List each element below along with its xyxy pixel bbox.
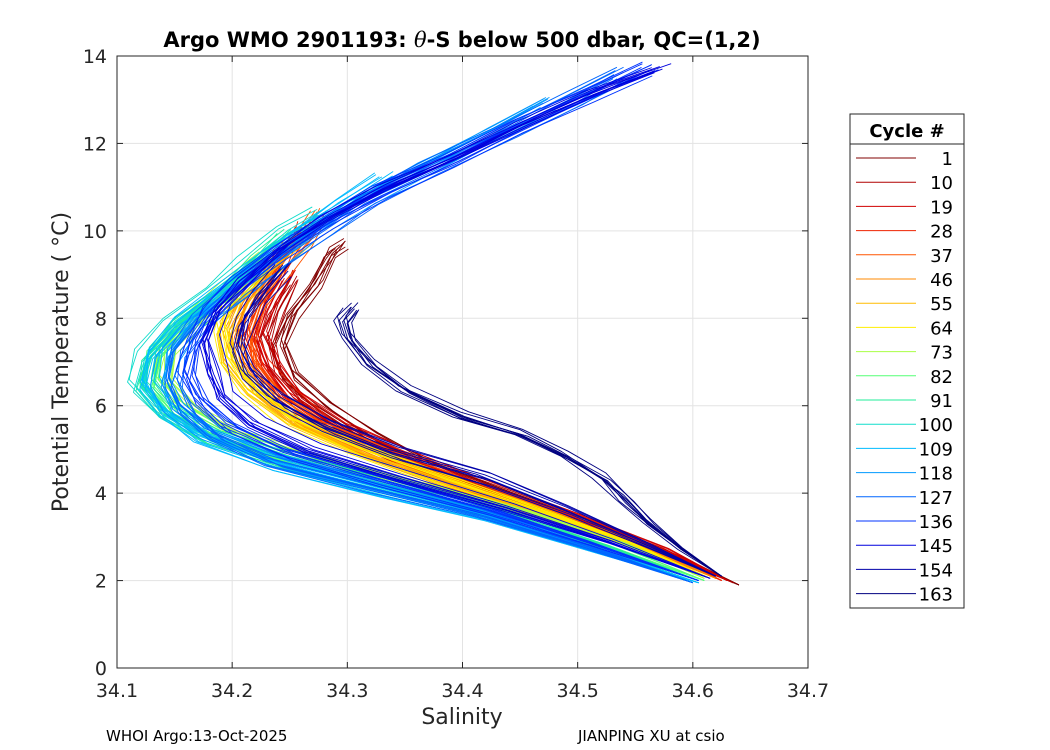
profile-line <box>201 70 711 579</box>
legend-label: 127 <box>919 488 953 509</box>
x-tick-label: 34.5 <box>557 680 599 702</box>
profile-line <box>202 67 711 579</box>
legend-label: 28 <box>930 222 953 243</box>
legend: Cycle # 1 10 19 28 37 46 55 64 73 82 91 100 109 118 12… <box>849 113 965 609</box>
profile-line <box>181 79 693 584</box>
profile-line <box>186 72 699 581</box>
x-tick-label: 34.7 <box>787 680 829 702</box>
y-tick-label: 6 <box>95 396 107 418</box>
y-axis-label: Potential Temperature ( °C) <box>49 212 74 512</box>
legend-label: 163 <box>919 585 953 606</box>
x-tick-label: 34.1 <box>96 680 138 702</box>
profile-line <box>235 268 717 577</box>
series-154 <box>229 262 717 577</box>
legend-label: 46 <box>930 270 953 291</box>
chart-title-prefix: Argo WMO 2901193: <box>163 28 414 52</box>
series-163 <box>333 302 722 577</box>
profile-line <box>346 309 722 577</box>
x-tick-label: 34.6 <box>672 680 714 702</box>
legend-label: 10 <box>930 173 953 194</box>
legend-label: 55 <box>930 294 953 315</box>
x-tick-label: 34.3 <box>326 680 368 702</box>
legend-label: 109 <box>919 439 953 460</box>
y-tick-label: 12 <box>83 133 107 155</box>
legend-label: 19 <box>930 197 953 218</box>
profile-line <box>243 263 717 577</box>
legend-label: 118 <box>919 464 953 485</box>
profile-line <box>347 310 722 577</box>
chart-title: Argo WMO 2901193: θ-S below 500 dbar, QC… <box>163 28 760 52</box>
profile-line <box>351 309 722 577</box>
chart-title-theta: θ <box>414 28 427 52</box>
y-tick-label: 2 <box>95 571 107 593</box>
y-tick-label: 4 <box>95 483 107 505</box>
profile-line <box>343 306 722 577</box>
profile-line <box>166 74 693 584</box>
profile-line <box>175 63 699 581</box>
profile-line <box>255 221 722 581</box>
legend-label: 100 <box>919 415 953 436</box>
profile-line <box>204 71 711 579</box>
legend-label: 136 <box>919 512 953 533</box>
legend-label: 91 <box>930 391 953 412</box>
legend-label: 154 <box>919 560 953 581</box>
profile-line <box>336 302 722 577</box>
footer-right: JIANPING XU at csio <box>577 727 725 745</box>
y-tick-label: 14 <box>83 46 107 68</box>
legend-box <box>849 113 965 609</box>
legend-label: 145 <box>919 536 953 557</box>
legend-label: 64 <box>930 318 953 339</box>
footer-left: WHOI Argo:13-Oct-2025 <box>106 727 287 745</box>
legend-label: 73 <box>930 343 953 364</box>
legend-title: Cycle # <box>869 121 944 142</box>
x-axis-label: Salinity <box>421 705 502 730</box>
profile-line <box>223 265 711 579</box>
x-tick-label: 34.2 <box>211 680 253 702</box>
series-145 <box>198 63 711 579</box>
axis-ticks: 34.1 34.2 34.3 34.4 34.5 34.6 34.7 0 2 4 6 8 10 12 14 <box>83 46 829 702</box>
y-tick-label: 10 <box>83 221 107 243</box>
profile-line <box>237 264 717 577</box>
legend-label: 37 <box>930 246 953 267</box>
profile-line <box>198 72 711 579</box>
profile-line <box>242 276 717 577</box>
profile-line <box>170 78 693 584</box>
y-tick-label: 8 <box>95 308 107 330</box>
series-layer <box>127 61 740 586</box>
x-tick-label: 34.4 <box>441 680 483 702</box>
chart-title-suffix: -S below 500 dbar, QC=(1,2) <box>427 28 761 52</box>
y-tick-label: 0 <box>95 658 107 680</box>
profile-line <box>167 66 693 584</box>
legend-label: 1 <box>942 149 953 170</box>
profile-line <box>218 63 711 579</box>
legend-label: 82 <box>930 367 953 388</box>
